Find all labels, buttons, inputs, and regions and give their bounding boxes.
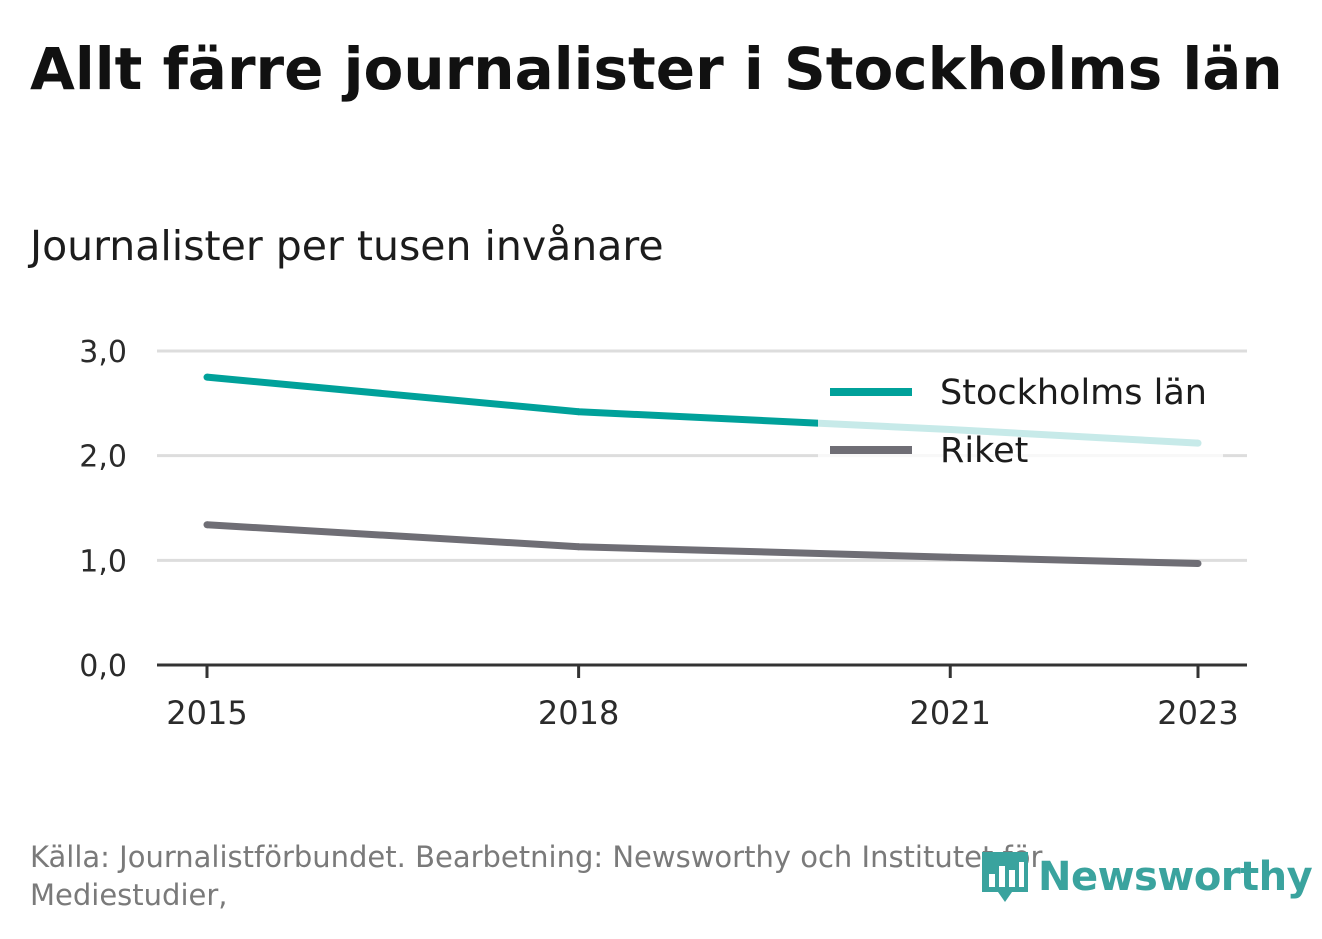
y-tick-label: 0,0	[79, 649, 127, 684]
y-tick-label: 2,0	[79, 440, 127, 475]
data-point	[203, 373, 211, 381]
x-tick-label: 2023	[1157, 694, 1238, 732]
data-point	[203, 521, 211, 529]
axes: 0,0 1,0 2,0 3,0 2015 2018 2021 2023	[79, 335, 1247, 732]
legend: Stockholms län Riket	[818, 362, 1223, 484]
y-tick-label: 1,0	[79, 544, 127, 579]
source-note: Källa: Journalistförbundet. Bearbetning:…	[30, 840, 1043, 912]
chart-title: Allt färre journalister i Stockholms län	[30, 35, 1283, 103]
data-point	[575, 408, 583, 416]
series-line-riket	[206, 521, 1199, 567]
legend-label: Riket	[940, 431, 1028, 471]
x-tick-label: 2015	[166, 694, 247, 732]
y-tick-label: 3,0	[79, 335, 127, 370]
data-point	[575, 543, 583, 551]
data-point	[1194, 559, 1202, 567]
x-tick-label: 2021	[910, 694, 991, 732]
newsworthy-logo-icon	[982, 852, 1028, 902]
logo-text: Newsworthy	[1038, 854, 1313, 900]
legend-label: Stockholms län	[940, 373, 1207, 413]
x-tick-label: 2018	[538, 694, 619, 732]
chart-subtitle: Journalister per tusen invånare	[30, 222, 664, 270]
legend-background	[818, 362, 1223, 484]
data-point	[946, 553, 954, 561]
newsworthy-logo: Newsworthy	[980, 848, 1313, 906]
line-chart: 0,0 1,0 2,0 3,0 2015 2018 2021 2023 Stockholms …	[79, 335, 1247, 732]
